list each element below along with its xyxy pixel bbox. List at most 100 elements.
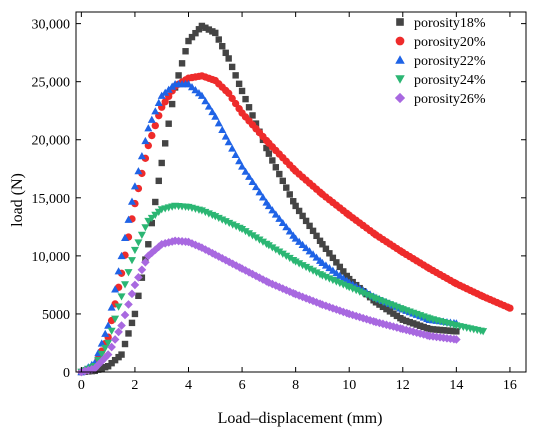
data-point (329, 254, 337, 262)
data-point (283, 184, 290, 191)
data-point (134, 167, 143, 175)
data-point (252, 234, 260, 242)
y-tick-label: 10,000 (32, 250, 71, 265)
x-tick-label: 2 (131, 378, 138, 393)
data-point (137, 265, 147, 275)
data-point (117, 251, 126, 260)
data-point (383, 305, 390, 313)
data-point (271, 246, 280, 254)
data-point (271, 210, 280, 218)
data-point (258, 193, 267, 201)
data-point (340, 268, 347, 275)
data-point (111, 356, 119, 364)
data-point (241, 167, 250, 175)
data-point (312, 253, 321, 261)
data-point (121, 281, 130, 289)
data-point (182, 48, 189, 55)
data-point (295, 237, 304, 245)
data-point (279, 177, 286, 185)
data-point (104, 339, 113, 347)
data-point (238, 87, 246, 95)
data-point (403, 317, 410, 325)
data-point (195, 26, 203, 33)
data-point (208, 107, 217, 116)
data-point (292, 202, 299, 210)
x-axis-title: Load–displacement (mm) (218, 410, 383, 427)
data-point (506, 304, 514, 312)
data-point (184, 80, 193, 88)
data-point (333, 259, 340, 266)
data-point (101, 344, 110, 353)
data-point (90, 364, 100, 373)
data-point (269, 157, 276, 164)
data-point (204, 102, 213, 110)
data-point (322, 245, 330, 252)
data-point (103, 350, 113, 359)
legend-label: porosity22% (414, 54, 486, 69)
data-point (285, 227, 294, 235)
data-point (258, 238, 267, 246)
data-point (141, 136, 150, 145)
data-point (107, 303, 116, 311)
data-point (205, 26, 213, 33)
data-point (185, 37, 192, 45)
data-point (141, 224, 150, 232)
data-point (137, 152, 146, 160)
x-tick-label: 0 (78, 378, 85, 393)
y-tick-label: 30,000 (32, 18, 71, 33)
data-point (135, 292, 142, 300)
data-point (238, 162, 247, 170)
data-point (134, 273, 143, 282)
data-point (228, 63, 236, 71)
x-tick-label: 16 (503, 378, 517, 393)
data-point (211, 112, 220, 120)
x-tick-label: 8 (292, 378, 299, 393)
data-point (245, 172, 254, 180)
y-tick-label: 20,000 (32, 134, 71, 149)
data-point (131, 310, 139, 318)
data-point (130, 280, 140, 290)
data-point (104, 321, 113, 329)
x-tick-label: 10 (342, 378, 356, 393)
data-point (128, 319, 136, 327)
data-point (286, 191, 293, 198)
data-point (121, 233, 130, 241)
data-point (440, 327, 447, 334)
data-point (290, 198, 297, 205)
data-point (95, 366, 102, 373)
data-point (141, 257, 150, 267)
x-tick-label: 12 (396, 378, 410, 393)
data-point (165, 120, 172, 127)
data-point (214, 119, 223, 127)
data-point (221, 132, 230, 140)
data-point (98, 365, 105, 372)
data-point (218, 125, 227, 134)
data-point (117, 321, 126, 330)
data-point (148, 219, 156, 227)
data-point (313, 232, 320, 240)
y-tick-label: 15,000 (32, 192, 71, 207)
legend-marker (396, 18, 404, 26)
data-point (114, 327, 123, 337)
data-point (272, 164, 280, 171)
data-point (399, 316, 406, 323)
data-point (302, 243, 311, 252)
data-point (298, 240, 307, 248)
data-point (285, 254, 294, 263)
legend-label: porosity24% (414, 73, 486, 88)
data-point (152, 198, 159, 206)
x-tick-label: 14 (449, 378, 463, 393)
data-point (291, 258, 300, 266)
data-point (235, 157, 244, 165)
data-point (252, 182, 260, 191)
data-point (291, 234, 300, 242)
data-point (436, 326, 444, 334)
data-point (420, 323, 427, 331)
data-point (155, 177, 162, 185)
data-point (410, 320, 417, 327)
data-point (151, 107, 160, 115)
legend-marker (394, 92, 406, 104)
data-point (198, 22, 206, 30)
data-point (191, 86, 200, 94)
